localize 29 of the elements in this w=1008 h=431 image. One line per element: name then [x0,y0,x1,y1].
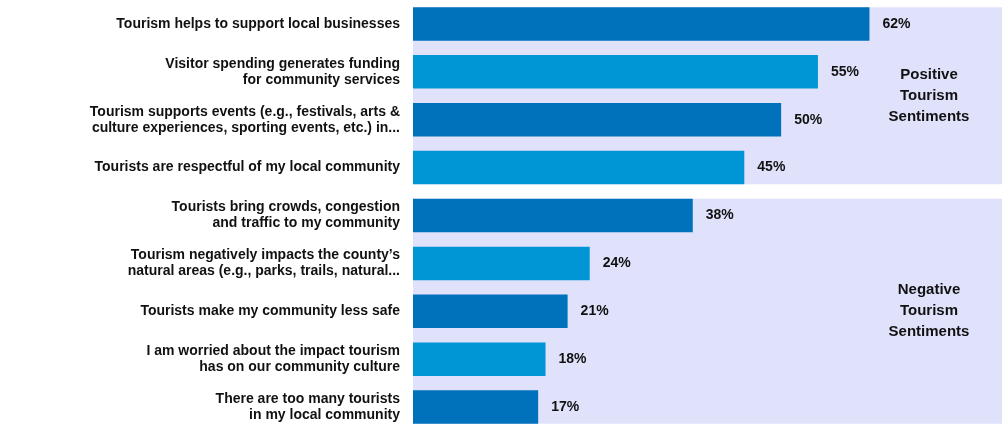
y-tick-label: Tourism negatively impacts the county’s natural areas (e.g., parks, trails, natural... [127,246,401,279]
y-tick-label: There are too many tourists in my local community [215,389,401,422]
y-tick-label: Tourists bring crowds, congestion and traffic to my community [171,198,401,231]
data-label: 50% [794,110,823,127]
data-label: 62% [882,14,912,31]
y-tick-label: Tourism supports events (e.g., festivals, arts & culture experiences, sporting events, etc.) in... [89,102,400,135]
bar [413,390,539,424]
bar [413,102,782,137]
y-tick-label: Tourism helps to support local businesses [116,14,401,31]
bar [413,294,568,329]
y-tick-label: Tourists are respectful of my local community [94,158,401,175]
data-label: 55% [830,62,860,79]
data-label: 24% [602,254,632,271]
data-label: 38% [705,206,735,223]
y-tick-label: Tourists make my community less safe [140,302,401,319]
data-label: 21% [580,302,610,319]
bar [413,342,546,376]
bar [413,55,818,89]
band-label: Positive Tourism Sentiments [888,64,970,124]
bar [413,198,693,233]
data-label: 17% [551,397,580,414]
bar [413,246,590,281]
band-label: Negative Tourism Sentiments [888,280,970,340]
bar [413,150,745,185]
bar [413,7,870,41]
y-tick-label: Visitor spending generates funding for community services [165,54,401,87]
data-label: 45% [757,158,786,175]
data-label: 18% [558,350,588,367]
y-tick-label: I am worried about the impact tourism has on our community culture [146,342,401,375]
